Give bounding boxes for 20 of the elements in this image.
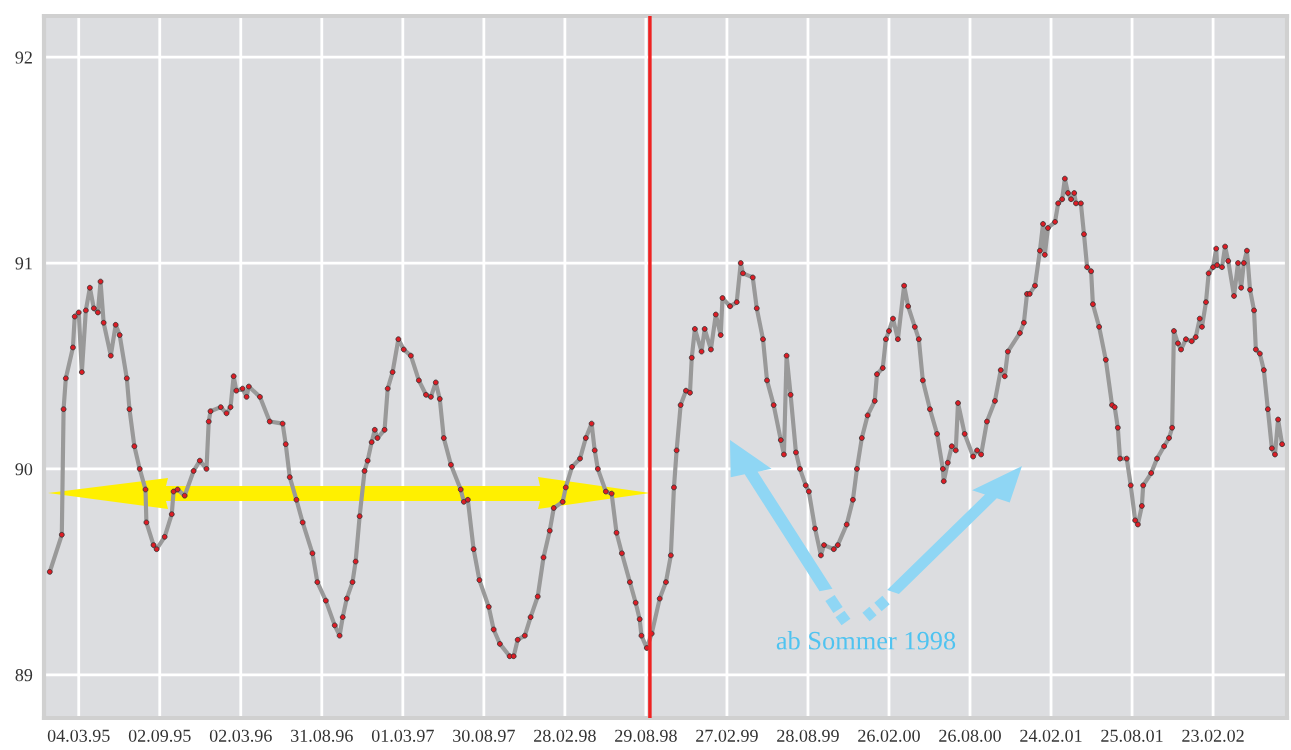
x-tick-label: 28.02.98 xyxy=(534,729,596,742)
x-tick-label: 01.03.97 xyxy=(371,729,434,742)
x-tick-label: 02.03.96 xyxy=(209,729,272,742)
x-tick-label: 24.02.01 xyxy=(1020,729,1082,742)
x-tick-label: 02.09.95 xyxy=(128,729,191,742)
x-tick-label: 31.08.96 xyxy=(291,729,353,742)
annotation: ab Sommer 1998 xyxy=(776,631,956,650)
x-tick-label: 23.02.02 xyxy=(1182,729,1244,742)
y-tick-label: 89 xyxy=(15,669,33,682)
x-tick-label: 26.08.00 xyxy=(939,729,1001,742)
x-tick-label: 27.02.99 xyxy=(696,729,758,742)
x-tick-label: 25.08.01 xyxy=(1101,729,1163,742)
y-tick-label: 90 xyxy=(15,463,33,476)
y-tick-label: 91 xyxy=(15,257,32,270)
x-tick-label: 04.03.95 xyxy=(47,729,110,742)
x-tick-label: 26.02.00 xyxy=(858,729,920,742)
x-tick-label: 28.08.99 xyxy=(777,729,839,742)
x-tick-label: 29.08.98 xyxy=(615,729,677,742)
y-tick-label: 92 xyxy=(15,51,32,64)
x-tick-label: 30.08.97 xyxy=(453,729,515,742)
